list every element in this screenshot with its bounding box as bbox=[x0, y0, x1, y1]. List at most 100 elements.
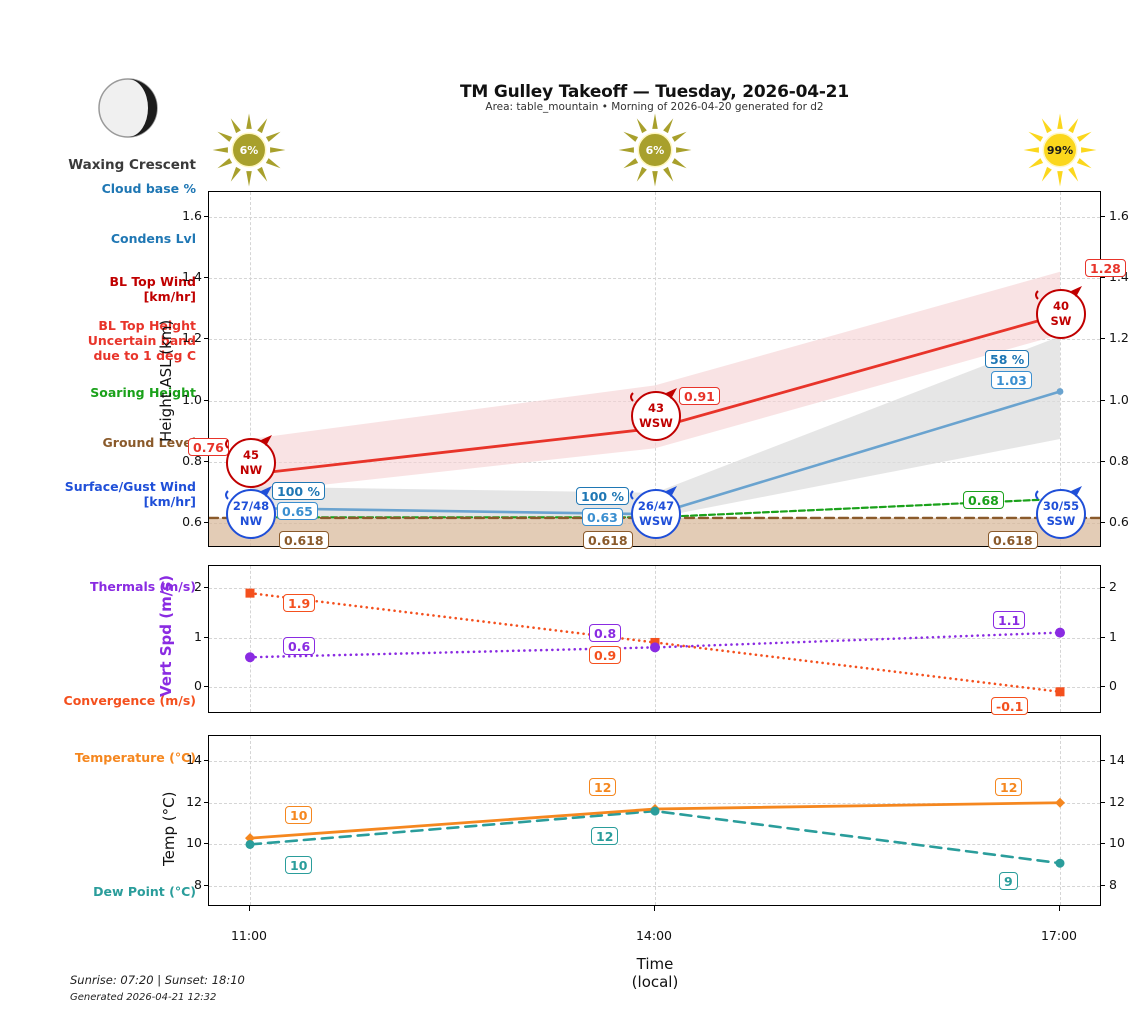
sun-percent-label: 99% bbox=[1046, 143, 1074, 157]
vertspd-chart-panel[interactable] bbox=[208, 565, 1101, 713]
x-tick-label: 17:00 bbox=[1040, 928, 1078, 943]
y-tick-mark-left bbox=[204, 215, 208, 217]
series-line bbox=[248, 631, 1062, 659]
legend-label-line: BL Top Wind bbox=[109, 274, 196, 289]
y-tick-label-right: 0.8 bbox=[1109, 453, 1129, 469]
legend-label-line: Surface/Gust Wind bbox=[64, 479, 196, 494]
sun-percent-label: 6% bbox=[239, 143, 259, 157]
value-label: 58 % bbox=[985, 350, 1030, 368]
y-tick-mark-left bbox=[204, 760, 208, 762]
value-label: 0.91 bbox=[679, 387, 720, 405]
y-tick-label-right: 0.6 bbox=[1109, 514, 1129, 530]
wind-marker-sfc-wind-1[interactable]: 27/48 NW bbox=[226, 488, 276, 539]
y-tick-label-right: 1 bbox=[1109, 628, 1117, 644]
legend-label-convergence: Convergence (m/s) bbox=[0, 693, 196, 708]
gridline-vertical bbox=[655, 736, 656, 905]
temp-chart-panel[interactable] bbox=[208, 735, 1101, 906]
value-label: 0.9 bbox=[589, 646, 622, 664]
page-title: TM Gulley Takeoff — Tuesday, 2026-04-21 bbox=[460, 82, 849, 102]
gridline-vertical bbox=[250, 192, 251, 546]
wind-marker-sfc-wind-3[interactable]: 30/55 SSW bbox=[1036, 488, 1086, 539]
data-point-marker bbox=[650, 806, 660, 816]
y-tick-label-left: 14 bbox=[186, 752, 202, 768]
y-tick-mark-left bbox=[204, 587, 208, 589]
y-tick-mark-left bbox=[204, 636, 208, 638]
moon-waxing-crescent-icon bbox=[98, 78, 158, 138]
x-tick-label: 14:00 bbox=[635, 928, 673, 943]
wind-marker-sfc-wind-2[interactable]: 26/47 WSW bbox=[631, 488, 681, 539]
legend-label-line: Thermals (m/s) bbox=[89, 579, 196, 594]
gridline-horizontal bbox=[209, 216, 1100, 218]
legend-label-line: Ground Level bbox=[102, 435, 196, 450]
height-chart-panel[interactable] bbox=[208, 191, 1101, 547]
sun-times-footnote: Sunrise: 07:20 | Sunset: 18:10 bbox=[70, 973, 245, 987]
y-tick-label-right: 12 bbox=[1109, 793, 1125, 809]
value-label: 12 bbox=[591, 827, 619, 845]
legend-label-line: Condens Lvl bbox=[110, 231, 196, 246]
value-label: 0.76 bbox=[188, 438, 229, 456]
wind-barb-icon bbox=[1035, 485, 1082, 500]
legend-label-ground-level: Ground Level bbox=[0, 435, 196, 450]
gridline-horizontal bbox=[209, 686, 1100, 688]
y-tick-mark-right bbox=[1101, 338, 1105, 340]
value-label: 12 bbox=[589, 778, 617, 796]
gridline-horizontal bbox=[209, 588, 1100, 590]
y-tick-mark-left bbox=[204, 522, 208, 524]
value-label: 0.68 bbox=[963, 491, 1004, 509]
legend-label-line: [km/hr] bbox=[143, 494, 196, 509]
x-tick-label: 11:00 bbox=[230, 928, 268, 943]
y-tick-label-right: 1.6 bbox=[1109, 207, 1129, 223]
y-tick-label-left: 1.6 bbox=[182, 207, 202, 223]
value-label: 9 bbox=[999, 872, 1018, 890]
value-label: 1.1 bbox=[993, 611, 1026, 629]
wind-barb-icon bbox=[1035, 286, 1082, 300]
y-tick-label-left: 8 bbox=[194, 877, 202, 893]
y-tick-label-left: 0.6 bbox=[182, 514, 202, 530]
y-tick-mark-right bbox=[1101, 215, 1105, 217]
wind-marker-bl-top-wind-3[interactable]: 40 SW bbox=[1036, 289, 1086, 340]
y-tick-mark-right bbox=[1101, 760, 1105, 762]
y-tick-label-left: 1 bbox=[194, 628, 202, 644]
y-tick-mark-left bbox=[204, 276, 208, 278]
value-label: 1.9 bbox=[283, 594, 316, 612]
gridline-horizontal bbox=[209, 802, 1100, 804]
value-label: 12 bbox=[995, 778, 1023, 796]
legend-label-line: Temperature (°C) bbox=[74, 750, 196, 765]
sun-marker-1: 6% bbox=[617, 112, 693, 188]
legend-label-soaring-height: Soaring Height bbox=[0, 385, 196, 400]
y-tick-label-left: 12 bbox=[186, 793, 202, 809]
legend-label-line: Dew Point (°C) bbox=[93, 884, 196, 899]
wind-marker-bl-top-wind-2[interactable]: 43 WSW bbox=[631, 390, 681, 441]
data-point-marker bbox=[245, 588, 255, 598]
legend-label-line: [km/hr] bbox=[143, 289, 196, 304]
legend-label-line: Uncertain band bbox=[87, 333, 196, 348]
y-tick-mark-left bbox=[204, 461, 208, 463]
y-tick-mark-left bbox=[204, 843, 208, 845]
series-overlay bbox=[245, 588, 1065, 697]
generated-footnote: Generated 2026-04-21 12:32 bbox=[70, 992, 217, 1003]
gridline-horizontal bbox=[209, 277, 1100, 279]
y-tick-mark-right bbox=[1101, 587, 1105, 589]
y-tick-label-left: 0.8 bbox=[182, 453, 202, 469]
y-tick-mark-left bbox=[204, 885, 208, 887]
y-tick-mark-left bbox=[204, 399, 208, 401]
y-tick-mark-right bbox=[1101, 276, 1105, 278]
y-tick-label-right: 1.2 bbox=[1109, 330, 1129, 346]
value-label: 0.63 bbox=[582, 508, 623, 526]
y-tick-mark-left bbox=[204, 338, 208, 340]
gridline-horizontal bbox=[209, 886, 1100, 888]
y-tick-mark-right bbox=[1101, 685, 1105, 687]
legend-label-thermals: Thermals (m/s) bbox=[0, 579, 196, 594]
wind-marker-bl-top-wind-1[interactable]: 45 NW bbox=[226, 438, 276, 489]
y-tick-mark-right bbox=[1101, 399, 1105, 401]
y-tick-label-left: 1.0 bbox=[182, 391, 202, 407]
value-label: 1.03 bbox=[991, 371, 1032, 389]
wind-barb-icon bbox=[225, 435, 272, 449]
value-label: 0.8 bbox=[589, 624, 622, 642]
legend-label-line: Convergence (m/s) bbox=[63, 693, 196, 708]
wind-speed: 40 bbox=[1052, 299, 1069, 314]
legend-label-bl-top-height: BL Top Height Uncertain band due to 1 deg … bbox=[0, 318, 196, 363]
gridline-horizontal bbox=[209, 761, 1100, 763]
value-label: 1.28 bbox=[1085, 259, 1126, 277]
data-point-marker bbox=[1055, 627, 1065, 638]
